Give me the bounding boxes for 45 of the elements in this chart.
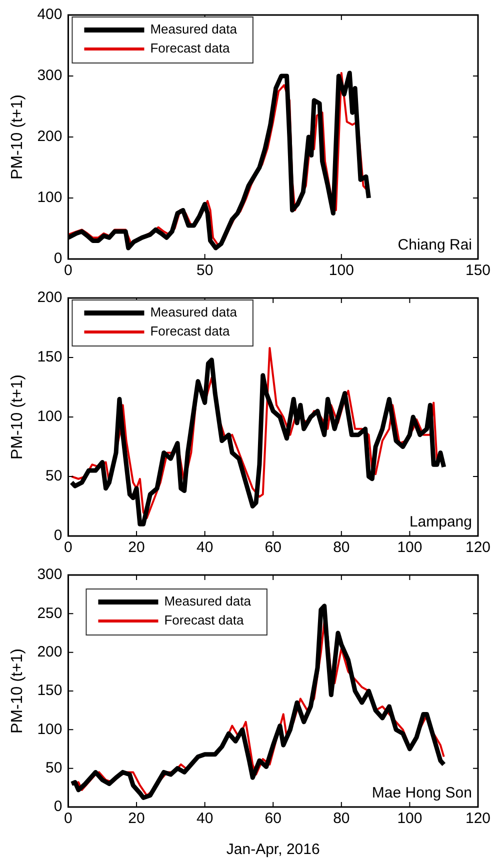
legend-label: Forecast data xyxy=(150,324,230,339)
y-tick-label: 300 xyxy=(37,67,62,84)
y-axis-title: PM-10 (t+1) xyxy=(9,648,26,734)
y-tick-label: 100 xyxy=(37,408,62,426)
y-tick-label: 50 xyxy=(46,468,62,485)
x-tick-label: 50 xyxy=(196,262,214,280)
legend-label: Measured data xyxy=(150,22,238,37)
y-tick-label: 250 xyxy=(37,604,62,622)
annotation: Lampang xyxy=(409,514,472,531)
y-axis-title: PM-10 (t+1) xyxy=(9,94,26,180)
legend-label: Measured data xyxy=(150,304,238,320)
y-tick-label: 0 xyxy=(54,250,62,268)
x-tick-label: 20 xyxy=(128,810,145,828)
x-tick-label: 120 xyxy=(465,810,491,828)
x-tick-label: 40 xyxy=(196,539,214,556)
y-axis-title: PM-10 (t+1) xyxy=(9,374,26,460)
x-tick-label: 80 xyxy=(333,810,350,828)
y-tick-label: 200 xyxy=(37,128,62,146)
legend-label: Forecast data xyxy=(164,612,244,628)
x-tick-label: 120 xyxy=(465,539,491,556)
x-axis-title: Jan-Apr, 2016 xyxy=(226,841,320,858)
x-tick-label: 60 xyxy=(264,810,282,828)
y-tick-label: 0 xyxy=(54,798,62,816)
y-tick-label: 100 xyxy=(37,720,62,738)
annotation: Chiang Rai xyxy=(398,236,472,254)
y-tick-label: 300 xyxy=(37,566,62,584)
x-tick-label: 20 xyxy=(128,539,145,556)
x-tick-label: 100 xyxy=(328,262,354,280)
y-tick-label: 150 xyxy=(37,348,62,366)
x-tick-label: 150 xyxy=(465,262,491,280)
annotation: Mae Hong Son xyxy=(372,784,472,802)
x-tick-label: 40 xyxy=(196,810,214,828)
legend-label: Measured data xyxy=(164,594,252,609)
x-tick-label: 100 xyxy=(397,539,422,556)
y-tick-label: 200 xyxy=(37,289,62,306)
y-tick-label: 100 xyxy=(37,189,62,206)
x-tick-label: 100 xyxy=(397,810,422,828)
y-tick-label: 200 xyxy=(37,643,62,660)
y-tick-label: 150 xyxy=(37,682,62,700)
x-tick-label: 80 xyxy=(333,539,350,556)
legend-label: Forecast data xyxy=(150,40,230,56)
x-tick-label: 60 xyxy=(264,539,282,556)
y-tick-label: 0 xyxy=(54,527,62,544)
y-tick-label: 50 xyxy=(46,759,62,776)
y-tick-label: 400 xyxy=(37,6,62,24)
